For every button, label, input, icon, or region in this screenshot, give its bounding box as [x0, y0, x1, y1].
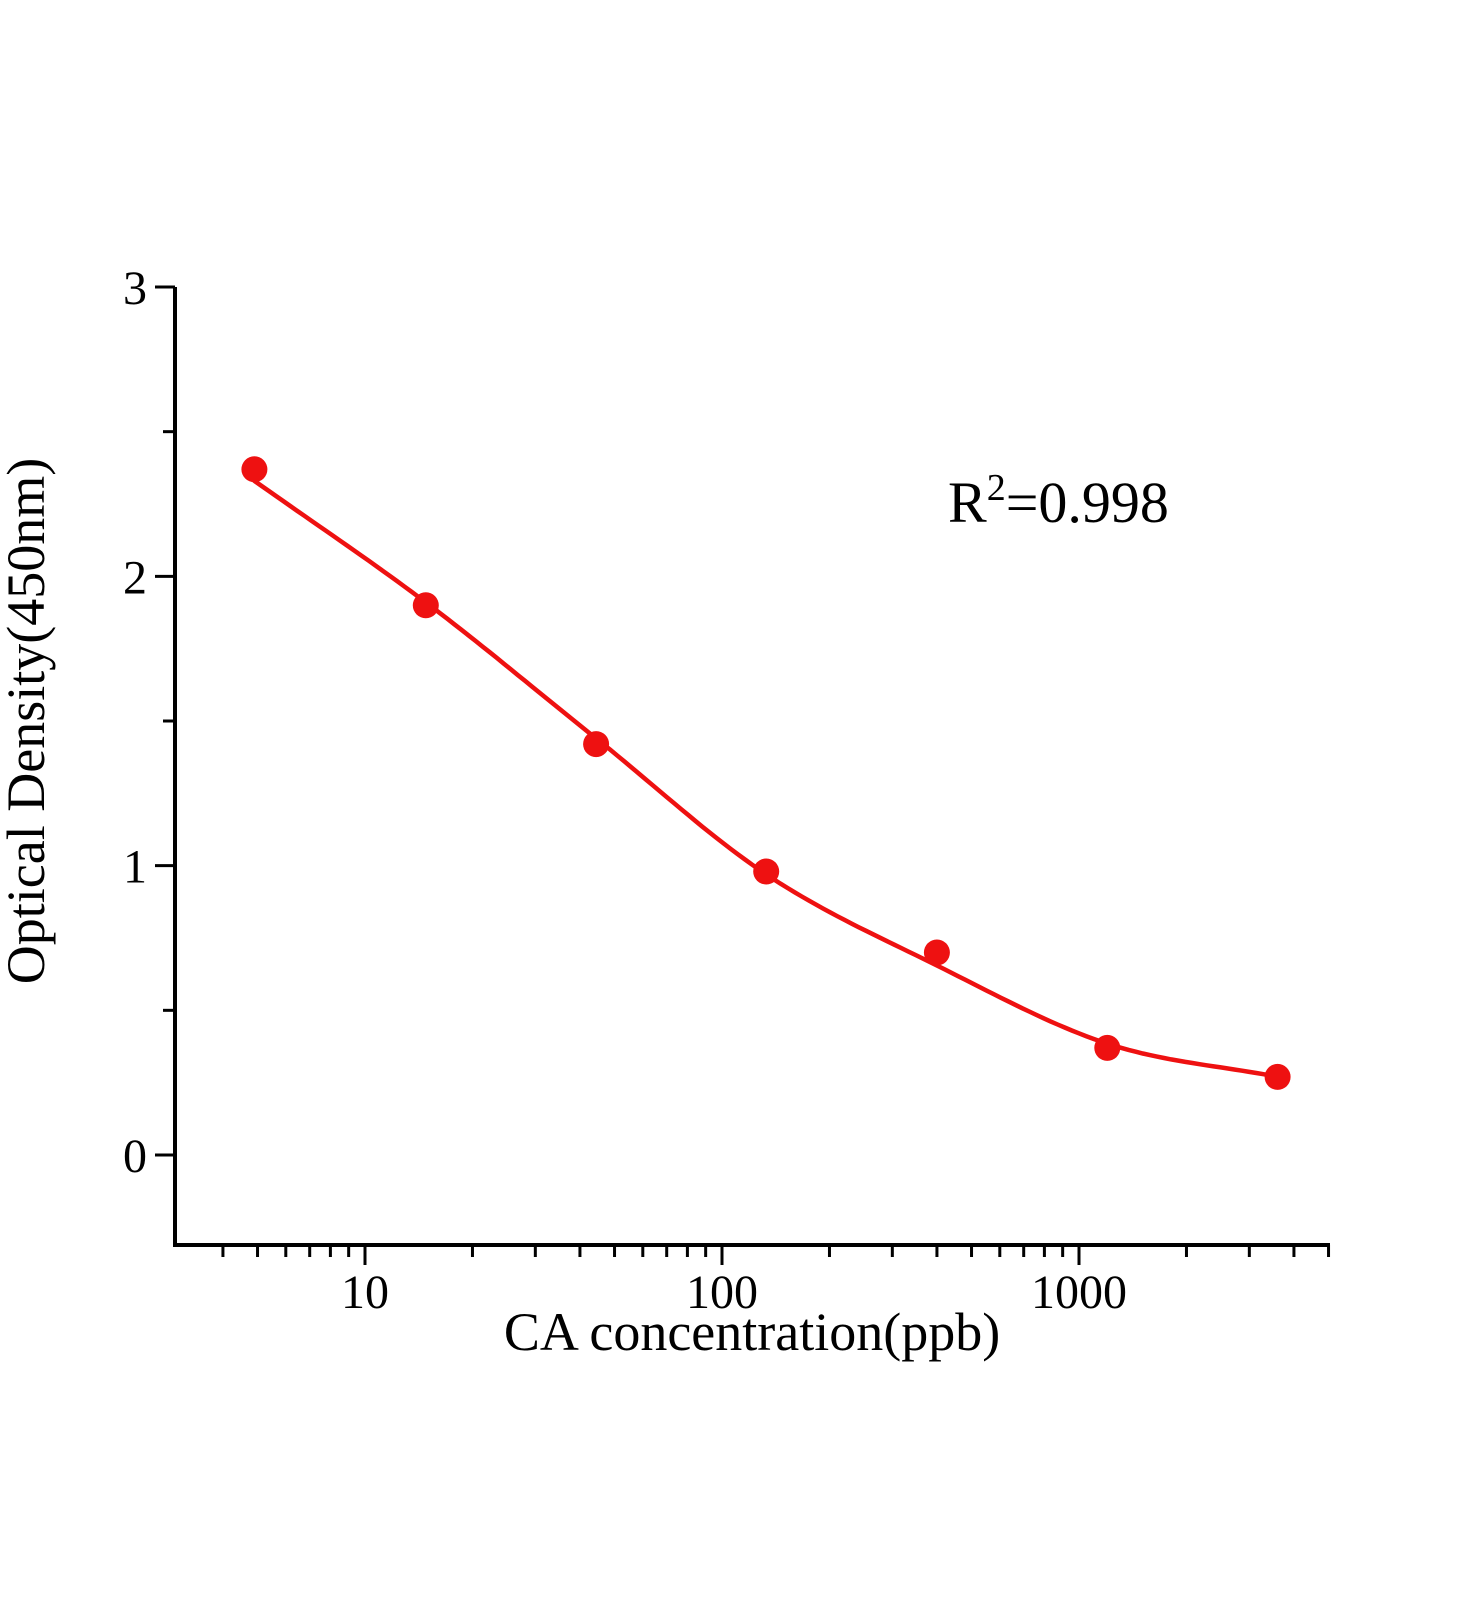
y-tick-label: 3	[123, 262, 147, 315]
x-tick-label: 10	[341, 1266, 389, 1319]
r-squared-base: R	[948, 470, 987, 535]
x-axis-ticks	[221, 1245, 1331, 1265]
fit-curve-path	[252, 478, 1280, 1080]
data-point	[1264, 1063, 1291, 1090]
x-tick-label: 100	[686, 1266, 758, 1319]
data-point	[923, 939, 950, 966]
axis-frame	[173, 287, 1330, 1247]
y-tick-label: 1	[123, 841, 147, 894]
y-tick-label: 0	[123, 1130, 147, 1183]
data-point	[753, 858, 780, 885]
y-axis-tick-labels: 0 1 2 3	[123, 262, 147, 1183]
data-point	[412, 592, 439, 619]
y-tick-label: 2	[123, 551, 147, 604]
x-axis-title: CA concentration(ppb)	[504, 1302, 1000, 1362]
data-point	[241, 456, 268, 483]
fit-curve	[252, 478, 1280, 1080]
r-squared-value: =0.998	[1006, 470, 1169, 535]
data-point	[1094, 1034, 1121, 1061]
y-axis-title: Optical Density(450nm)	[0, 458, 56, 984]
data-point	[583, 731, 610, 758]
data-points	[241, 456, 1291, 1090]
r-squared-superscript: 2	[987, 467, 1006, 509]
y-axis-ticks	[155, 285, 175, 1157]
r-squared-annotation: R2=0.998	[948, 467, 1169, 535]
x-tick-label: 1000	[1031, 1266, 1127, 1319]
x-axis-tick-labels: 10 100 1000	[341, 1266, 1127, 1319]
